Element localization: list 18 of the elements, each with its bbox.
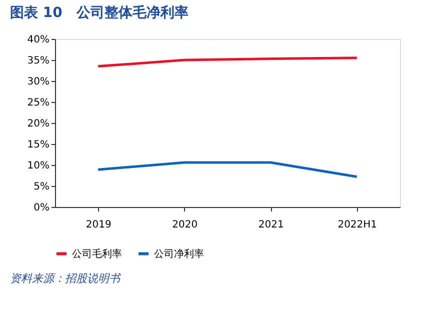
x-tick-label: 2020 [172,220,198,230]
x-tick-label: 2021 [258,220,284,230]
y-tick-label: 30% [27,76,50,88]
legend-label: 公司毛利率 [72,248,122,260]
y-tick-label: 40% [27,34,50,46]
line-series [96,56,358,68]
y-tick-label: 25% [27,98,50,108]
x-tick-label: 2019 [86,220,112,230]
y-tick-label: 0% [34,202,50,214]
y-tick-label: 15% [27,140,50,150]
y-tick-label: 5% [34,182,50,192]
legend-label: 公司净利率 [154,248,204,260]
y-tick-label: 10% [27,160,50,172]
y-tick-label: 35% [27,56,50,66]
x-tick-label: 2022H1 [338,220,378,230]
text: 资料来源：招股说明书 [10,272,122,285]
y-tick-label: 20% [27,118,50,130]
chart-title: 图表 10 公司整体毛净利率 [10,4,188,21]
